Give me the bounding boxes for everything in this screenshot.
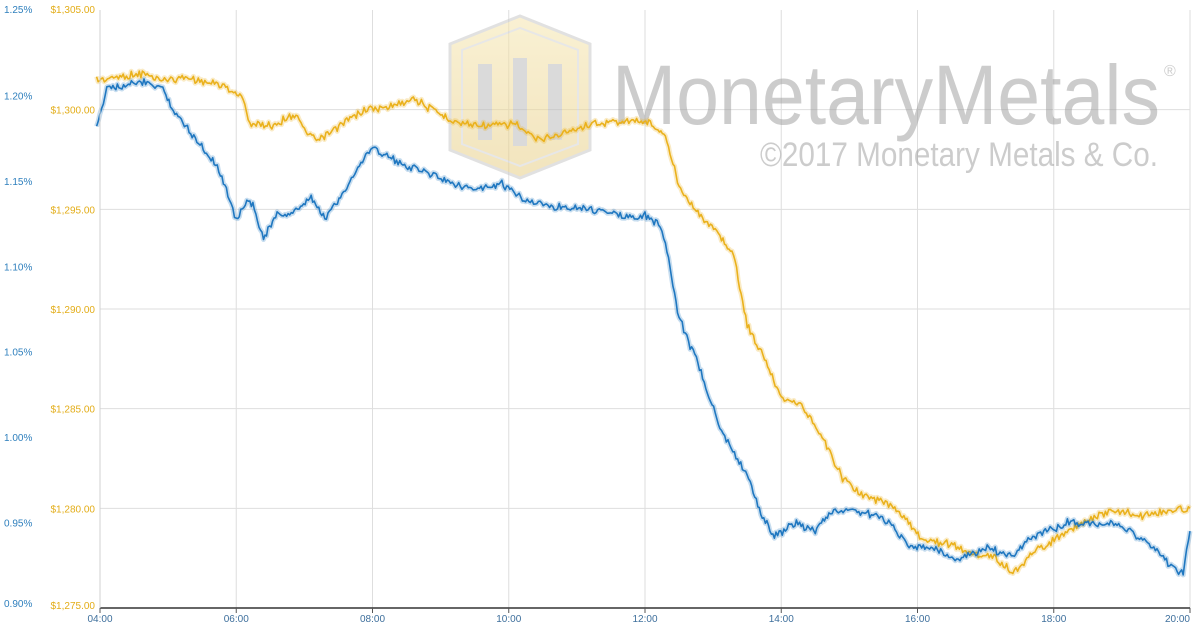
watermark-copyright: ©2017 Monetary Metals & Co. xyxy=(760,136,1158,174)
tick-layer: 04:00 06:00 08:00 10:00 12:00 14:00 16:00 18:00… xyxy=(4,5,1191,625)
blue-axis-tick-label: 0.90% xyxy=(4,599,32,610)
x-tick-label: 16:00 xyxy=(905,614,930,625)
x-tick-label: 18:00 xyxy=(1041,614,1066,625)
x-tick-label: 06:00 xyxy=(224,614,249,625)
blue-axis-tick-label: 1.00% xyxy=(4,433,32,444)
x-tick-label: 10:00 xyxy=(496,614,521,625)
gold-axis-tick-label: $1,300.00 xyxy=(51,106,96,117)
gold-axis-tick-label: $1,275.00 xyxy=(51,601,96,612)
blue-axis-tick-label: 0.95% xyxy=(4,519,32,530)
x-tick-label: 14:00 xyxy=(769,614,794,625)
watermark-brand: MonetaryMetals xyxy=(612,48,1160,142)
watermark: MonetaryMetals ® ©2017 Monetary Metals &… xyxy=(448,14,1176,180)
watermark-logo-icon xyxy=(448,14,592,180)
x-tick-label: 08:00 xyxy=(360,614,385,625)
gold-axis-tick-label: $1,285.00 xyxy=(51,405,96,416)
series-layer xyxy=(94,68,1193,578)
blue-axis-tick-label: 1.20% xyxy=(4,91,32,102)
gold-axis-tick-label: $1,295.00 xyxy=(51,205,96,216)
blue-axis-tick-label: 1.25% xyxy=(4,5,32,16)
gold-axis-tick-label: $1,290.00 xyxy=(51,305,96,316)
gold-axis-tick-label: $1,305.00 xyxy=(51,5,96,16)
x-tick-label: 04:00 xyxy=(87,614,112,625)
x-tick-label: 20:00 xyxy=(1165,614,1190,625)
blue-axis-tick-label: 1.05% xyxy=(4,348,32,359)
blue-axis-tick-label: 1.15% xyxy=(4,177,32,188)
x-tick-label: 12:00 xyxy=(632,614,657,625)
gold-axis-tick-label: $1,280.00 xyxy=(51,504,96,515)
series-line xyxy=(95,70,1191,575)
series-line xyxy=(95,78,1191,576)
blue-axis-tick-label: 1.10% xyxy=(4,262,32,273)
watermark-registered: ® xyxy=(1164,63,1176,80)
